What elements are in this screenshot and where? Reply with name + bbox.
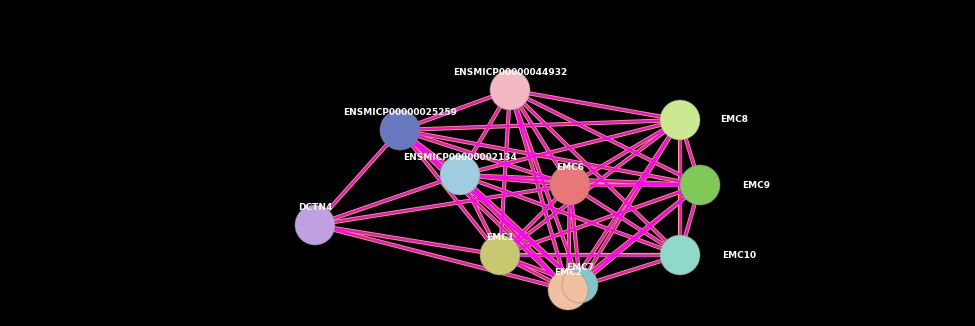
Circle shape: [380, 110, 420, 150]
Text: EMC9: EMC9: [742, 181, 770, 189]
Text: EMC8: EMC8: [720, 115, 748, 125]
Circle shape: [660, 100, 700, 140]
Text: EMC7: EMC7: [566, 263, 594, 272]
Text: EMC10: EMC10: [722, 250, 757, 259]
Text: DCTN4: DCTN4: [297, 203, 332, 212]
Circle shape: [440, 155, 480, 195]
Circle shape: [562, 267, 598, 303]
Circle shape: [680, 165, 720, 205]
Text: ENSMICP00000044932: ENSMICP00000044932: [452, 68, 567, 77]
Text: EMC6: EMC6: [556, 163, 584, 172]
Circle shape: [490, 70, 530, 110]
Text: EMC2: EMC2: [554, 268, 582, 277]
Circle shape: [548, 270, 588, 310]
Circle shape: [660, 235, 700, 275]
Circle shape: [295, 205, 335, 245]
Text: EMC1: EMC1: [486, 233, 514, 242]
Text: ENSMICP00000025259: ENSMICP00000025259: [343, 108, 457, 117]
Circle shape: [480, 235, 520, 275]
Circle shape: [550, 165, 590, 205]
Text: ENSMICP00000002134: ENSMICP00000002134: [403, 153, 517, 162]
